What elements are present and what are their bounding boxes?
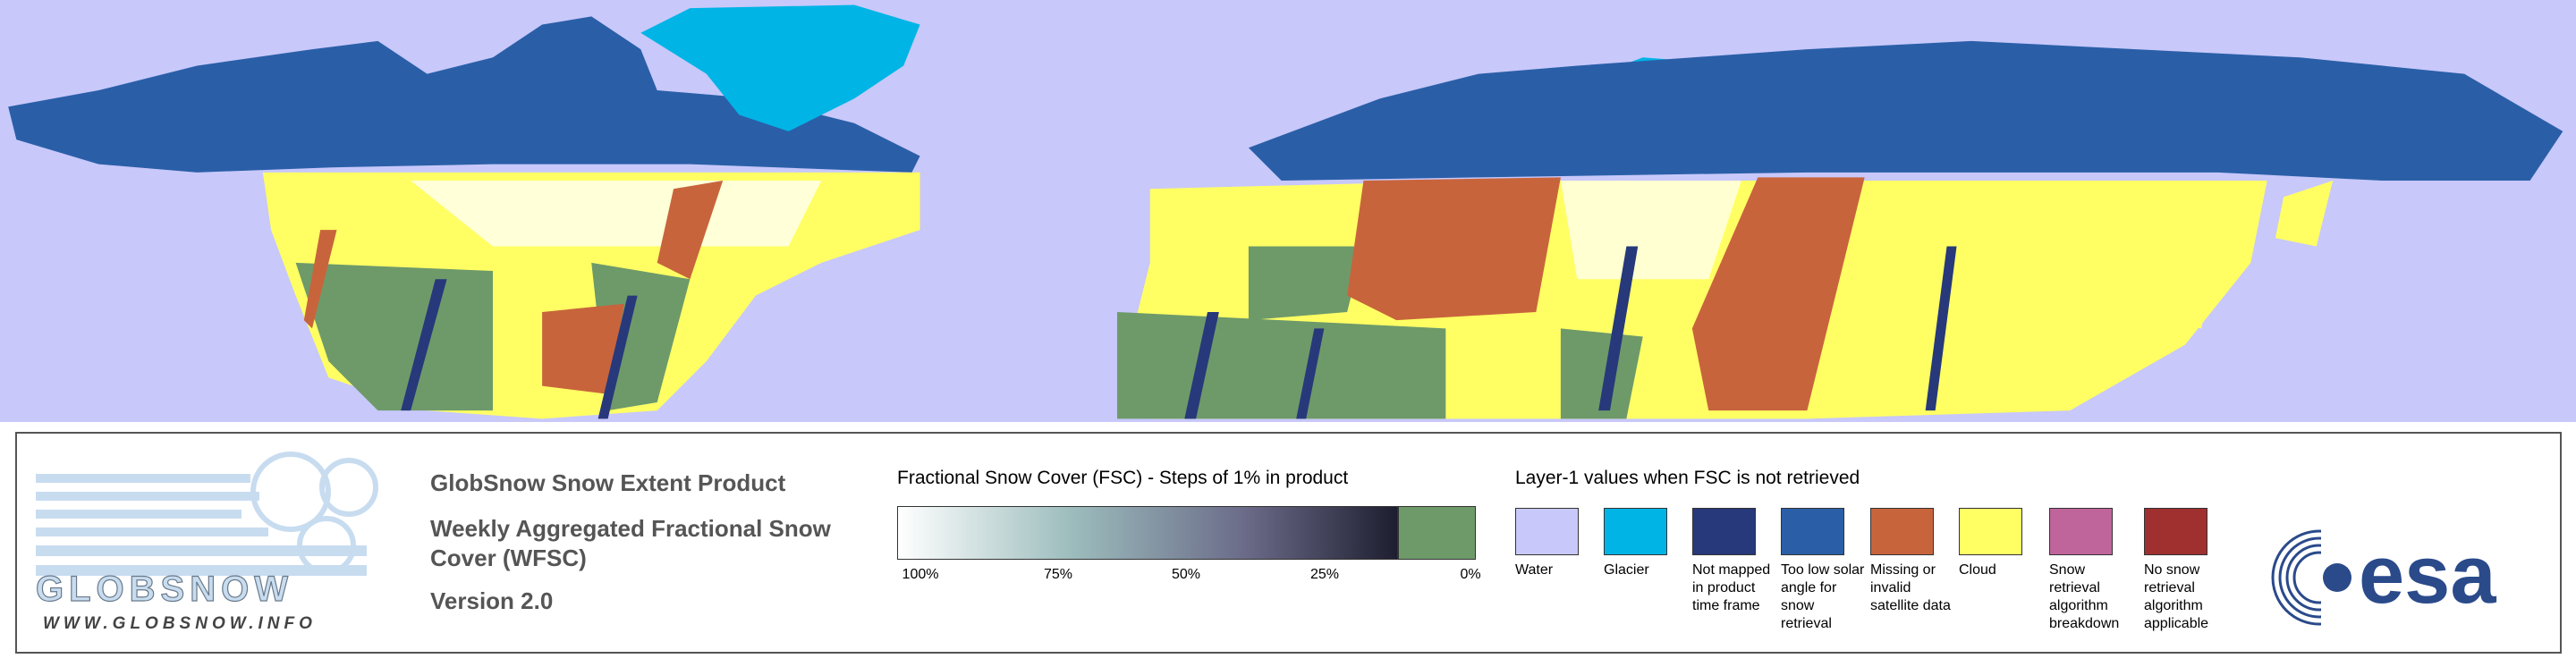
colorbar-tick-label: 25%	[1309, 567, 1340, 582]
logo-name: GLOBSNOW	[36, 570, 293, 609]
colorbar-gradient	[897, 506, 1398, 560]
legend-swatch	[1781, 508, 1844, 555]
legend-label: Snow retrieval algorithm breakdown	[2049, 562, 2120, 631]
colorbar-tick-label: 0%	[1460, 567, 1481, 582]
legend-swatch	[1692, 508, 1756, 555]
legend-swatch	[2144, 508, 2207, 555]
esa-logo: esa	[2271, 528, 2496, 630]
legend-swatch	[1870, 508, 1934, 555]
colorbar-title: Fractional Snow Cover (FSC) - Steps of 1…	[897, 468, 1349, 488]
legend-swatch	[1959, 508, 2022, 555]
legend-label: Too low solar angle for snow retrieval	[1781, 562, 1865, 631]
colorbar-zero	[1398, 506, 1476, 560]
legend-label: Water	[1515, 562, 1554, 578]
snow-map	[0, 0, 2576, 422]
colorbar-tick-label: 50%	[1171, 567, 1201, 582]
colorbar-tick-label: 75%	[1043, 567, 1073, 582]
legend-label: No snow retrieval algorithm applicable	[2144, 562, 2209, 631]
layer1-title: Layer-1 values when FSC is not retrieved	[1515, 468, 1860, 488]
legend-label: Missing or invalid satellite data	[1870, 562, 1951, 613]
version: Version 2.0	[430, 587, 554, 614]
product-title: GlobSnow Snow Extent Product	[430, 469, 786, 496]
product-subtitle: Weekly Aggregated Fractional Snow Cover …	[430, 515, 831, 571]
legend-label: Not mapped in product time frame	[1692, 562, 1771, 613]
legend-swatch	[1515, 508, 1579, 555]
agency-logo-text: esa	[2359, 529, 2496, 621]
globsnow-logo: GLOBSNOW WWW.GLOBSNOW.INFO	[36, 452, 378, 633]
colorbar-tick-label: 100%	[902, 567, 939, 582]
legend-label: Glacier	[1604, 562, 1649, 578]
legend-swatch	[1604, 508, 1667, 555]
legend-panel	[15, 432, 2562, 654]
logo-url: WWW.GLOBSNOW.INFO	[43, 614, 317, 633]
legend-swatch	[2049, 508, 2113, 555]
legend-label: Cloud	[1959, 562, 1996, 578]
